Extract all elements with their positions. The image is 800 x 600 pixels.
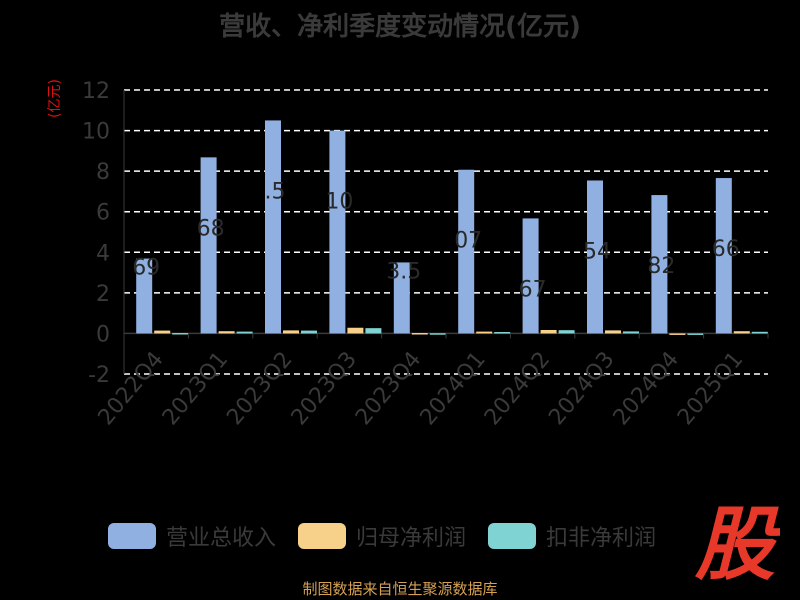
x-tick-label: 2024Q1 bbox=[416, 347, 491, 430]
bar-net-profit bbox=[669, 333, 686, 335]
bar-deducted-profit bbox=[172, 333, 189, 335]
bar-revenue bbox=[265, 120, 281, 334]
bar-net-profit bbox=[605, 330, 621, 334]
data-label: 69 bbox=[132, 256, 160, 281]
x-tick-label: 2023Q4 bbox=[351, 347, 426, 430]
y-tick-label: 12 bbox=[82, 79, 110, 104]
data-label: 54 bbox=[583, 239, 611, 264]
bar-deducted-profit bbox=[236, 331, 253, 334]
bar-deducted-profit bbox=[365, 328, 382, 334]
y-tick-label: 2 bbox=[96, 282, 110, 307]
legend-item-net-profit[interactable]: 归母净利润 bbox=[298, 520, 466, 552]
legend-swatch-revenue bbox=[108, 523, 156, 549]
bar-revenue bbox=[651, 195, 668, 334]
bar-revenue bbox=[200, 157, 217, 334]
bar-net-profit bbox=[733, 331, 750, 334]
bar-revenue bbox=[715, 178, 732, 334]
bar-revenue bbox=[329, 130, 346, 334]
y-tick-label: -2 bbox=[88, 363, 110, 388]
legend-swatch-deducted-profit bbox=[488, 523, 537, 549]
bar-revenue bbox=[522, 218, 539, 334]
bar-net-profit bbox=[540, 329, 557, 334]
legend: 营业总收入 归母净利润 扣非净利润 bbox=[108, 520, 656, 552]
x-tick-label: 2023Q3 bbox=[287, 347, 362, 430]
data-label: 07 bbox=[454, 229, 482, 254]
y-tick-label: 10 bbox=[82, 120, 110, 145]
chart-title: 营收、净利季度变动情况(亿元) bbox=[219, 12, 581, 42]
x-tick-label: 2023Q2 bbox=[222, 347, 297, 430]
data-label: 82 bbox=[647, 254, 675, 279]
legend-swatch-net-profit bbox=[298, 523, 347, 549]
legend-label-net-profit: 归母净利润 bbox=[356, 526, 467, 551]
legend-item-revenue[interactable]: 营业总收入 bbox=[108, 520, 276, 552]
bar-deducted-profit bbox=[558, 330, 575, 334]
data-label: .5 bbox=[265, 179, 286, 204]
bar-revenue bbox=[587, 180, 603, 334]
bar-revenue bbox=[136, 258, 153, 334]
x-tick-label: 2024Q3 bbox=[544, 347, 619, 430]
data-source-note: 制图数据来自恒生聚源数据库 bbox=[302, 580, 498, 598]
legend-label-revenue: 营业总收入 bbox=[166, 526, 277, 551]
legend-item-deducted-profit[interactable]: 扣非净利润 bbox=[488, 520, 656, 552]
x-tick-label: 2024Q2 bbox=[480, 347, 555, 430]
bar-net-profit bbox=[347, 327, 364, 334]
legend-label-deducted-profit: 扣非净利润 bbox=[546, 526, 657, 551]
bar-deducted-profit bbox=[494, 332, 511, 334]
y-tick-label: 8 bbox=[96, 160, 110, 185]
bar-net-profit bbox=[476, 331, 493, 334]
bar-net-profit bbox=[218, 331, 235, 334]
data-label: 68 bbox=[197, 216, 225, 241]
y-tick-label: 0 bbox=[96, 322, 110, 347]
svg-text:股: 股 bbox=[694, 500, 780, 586]
data-label: 3.5 bbox=[386, 259, 421, 284]
data-label: 10 bbox=[325, 190, 353, 215]
bar-net-profit bbox=[283, 330, 299, 334]
y-tick-label: 4 bbox=[96, 241, 110, 266]
bar-deducted-profit bbox=[751, 331, 768, 334]
brand-logo: 股 bbox=[694, 500, 780, 586]
x-tick-label: 2022Q4 bbox=[94, 347, 169, 430]
bar-deducted-profit bbox=[301, 330, 317, 334]
bar-revenue bbox=[458, 169, 475, 334]
bar-deducted-profit bbox=[429, 333, 446, 335]
bar-revenue bbox=[393, 262, 410, 334]
y-tick-label: 6 bbox=[96, 201, 110, 226]
bar-net-profit bbox=[154, 330, 171, 334]
x-tick-label: 2023Q1 bbox=[158, 347, 233, 430]
x-tick-label: 2025Q1 bbox=[673, 347, 748, 430]
x-tick-label: 2024Q4 bbox=[609, 347, 684, 430]
data-label: 67 bbox=[519, 277, 547, 302]
bar-net-profit bbox=[411, 333, 428, 335]
data-label: 66 bbox=[712, 237, 740, 262]
bar-deducted-profit bbox=[623, 331, 639, 334]
bar-deducted-profit bbox=[687, 333, 704, 335]
